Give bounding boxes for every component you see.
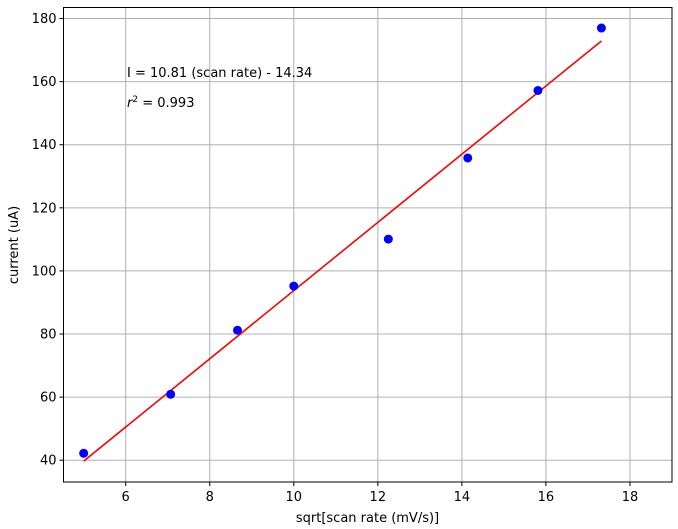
y-tick-label: 160 <box>32 75 57 90</box>
x-axis-label: sqrt[scan rate (mV/s)] <box>296 511 439 526</box>
data-point <box>79 448 89 458</box>
x-tick-label: 12 <box>370 490 387 505</box>
y-tick-label: 100 <box>32 264 57 279</box>
r-variable: r <box>127 96 134 111</box>
y-tick-label: 40 <box>40 454 57 469</box>
data-point <box>166 389 176 399</box>
data-point <box>533 85 543 95</box>
y-tick-label: 120 <box>32 201 57 216</box>
r-superscript: 2 <box>132 95 138 105</box>
y-tick-label: 60 <box>40 391 57 406</box>
y-tick-label: 140 <box>32 138 57 153</box>
data-point <box>383 234 393 244</box>
x-tick-label: 18 <box>622 490 639 505</box>
x-tick-label: 14 <box>454 490 471 505</box>
x-tick-label: 8 <box>206 490 214 505</box>
y-axis-ticks: 40 60 80 100 120 140 160 180 <box>32 12 64 469</box>
data-point <box>596 23 606 33</box>
y-tick-label: 180 <box>32 12 57 27</box>
data-point <box>232 325 242 335</box>
r-value: = 0.993 <box>138 96 194 111</box>
data-points <box>79 23 606 458</box>
x-tick-label: 10 <box>286 490 303 505</box>
data-point <box>463 153 473 163</box>
plot-frame <box>63 7 673 483</box>
r-squared-annotation: r2 = 0.993 <box>127 95 194 111</box>
x-axis-ticks: 6 8 10 12 14 16 18 <box>122 482 639 505</box>
x-tick-label: 16 <box>538 490 555 505</box>
y-tick-label: 80 <box>40 328 57 343</box>
x-tick-label: 6 <box>122 490 130 505</box>
equation-annotation: I = 10.81 (scan rate) - 14.34 <box>127 66 312 81</box>
data-point <box>289 281 299 291</box>
y-axis-label: current (uA) <box>7 206 22 284</box>
